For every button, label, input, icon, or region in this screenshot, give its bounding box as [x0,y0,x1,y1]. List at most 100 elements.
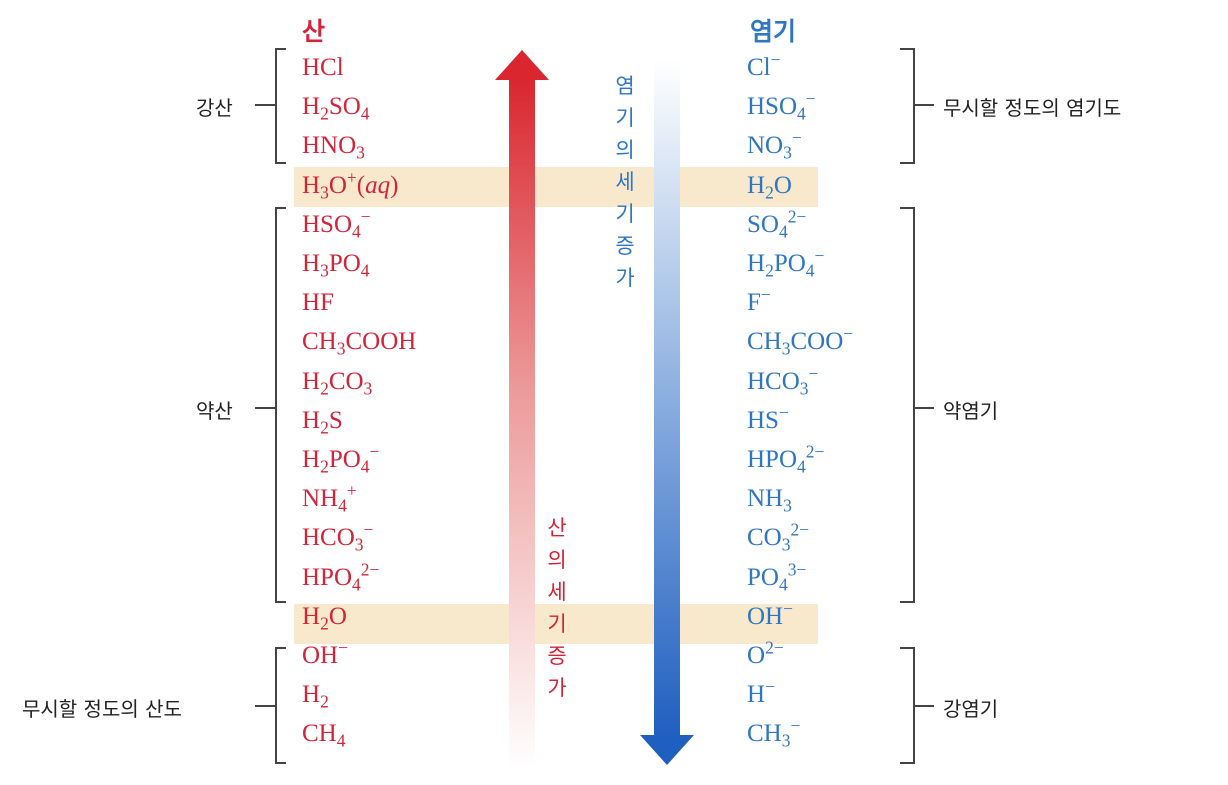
formula-part: + [346,480,357,501]
acid-formula-hno3: HNO3 [302,132,365,161]
base-formula-h2po4: H2PO4− [747,247,824,281]
formula-part: O [747,642,766,669]
formula-part: H [302,250,321,277]
base-formula-so4: SO42− [747,207,806,242]
acid-formula-nh4: NH4+ [302,482,357,516]
base-formula-ch3: CH3− [747,717,800,749]
formula-part: 3 [783,495,792,516]
base-column-header: 염기 [750,17,797,46]
formula-part: − [814,245,825,266]
formula-part: 2− [805,441,825,462]
weak-base-bracket [900,207,915,603]
base-strength-arrowhead [640,735,694,765]
formula-part: 2 [320,103,329,124]
acid-formula-hf: HF [302,289,334,317]
formula-part: PO [747,563,779,591]
vertical-label-char: 가 [547,676,567,700]
acid-formula-oh: OH− [302,639,348,670]
formula-part: PO [773,250,806,277]
vertical-label-char: 기 [615,202,635,226]
acid-formula-hcl: HCl [302,54,344,82]
formula-part: HNO [302,132,357,160]
formula-part: − [778,402,789,423]
formula-part: 4 [360,103,370,124]
hydronium-water-highlight-band [294,167,818,207]
formula-part: 4 [805,260,815,281]
formula-part: H [747,171,766,199]
base-formula-hs: HS− [747,403,789,435]
formula-part: HCO [302,524,355,552]
formula-part: − [790,715,801,736]
formula-part: 3 [320,181,329,202]
formula-part: 3 [781,338,791,359]
formula-part: − [338,637,348,658]
formula-part: 3 [336,338,346,359]
acid-formula-hco3: HCO3− [302,521,373,553]
formula-part: 4 [360,260,370,281]
formula-part: CO [328,367,364,395]
strong-base-label: 강염기 [943,697,999,721]
formula-part: H [302,367,321,395]
weak-base-label: 약염기 [943,399,999,423]
formula-part: 2− [787,206,807,227]
formula-part: 4 [797,103,806,124]
formula-part: PO [328,446,361,473]
formula-part: CH [302,328,337,356]
base-formula-hso4: HSO4− [747,90,816,124]
formula-part: − [363,519,374,540]
acid-formula-h3po4: H3PO4 [302,250,370,281]
formula-part: − [369,441,380,462]
formula-part: S [328,406,343,434]
strong-acid-label: 강산 [196,96,233,120]
formula-part: HF [302,289,334,317]
formula-part: Cl [747,54,771,81]
base-formula-hco3: HCO3− [747,364,818,396]
formula-part: F [747,289,761,317]
formula-part: HS [747,406,779,434]
base-formula-no3: NO3− [747,129,802,161]
formula-part: − [805,88,816,109]
formula-part: 2 [320,456,329,477]
formula-part: O [328,602,347,630]
acid-column-header: 산 [302,17,326,46]
acid-formula-ch3cooh: CH3COOH [302,328,417,359]
formula-part: HSO [747,93,798,121]
formula-part: 2− [765,637,784,658]
vertical-label-char: 기 [547,612,567,636]
formula-part: 3− [787,558,807,579]
formula-part: H [302,406,321,434]
base-formula-f: F− [747,286,771,317]
vertical-label-char: 염 [615,74,635,98]
formula-part: H [747,681,766,709]
negligible-base-bracket [900,48,915,164]
formula-part: − [843,323,854,344]
acid-strength-arrowhead [495,50,549,80]
vertical-label-char: 의 [547,548,567,572]
vertical-label-char: 기 [615,106,635,130]
base-formula-ch3coo: CH3COO− [747,325,853,359]
formula-part: − [770,49,781,70]
acid-formula-ch4: CH4 [302,720,345,749]
base-formula-po4: PO43− [747,560,806,592]
formula-part: 4 [778,221,788,242]
acid-formula-h2: H2 [302,681,329,712]
formula-part: O [773,171,792,199]
vertical-label-char: 증 [547,644,567,668]
formula-part: 4 [360,456,370,477]
acid-formula-h2o: H2O [302,602,347,632]
formula-part: H [302,93,321,121]
base-formula-co3: CO32− [747,521,809,553]
formula-part: COOH [345,328,417,356]
formula-part: NH [302,485,339,513]
base-formula-cl: Cl− [747,51,781,82]
base-formula-hpo4: HPO42− [747,443,824,475]
weak-acid-label: 약산 [196,399,233,423]
formula-part: aq [365,171,391,199]
formula-part: 4 [338,495,347,516]
vertical-label-char: 증 [615,234,635,258]
formula-part: 2 [320,691,329,712]
formula-part: − [765,676,775,697]
formula-part: 3 [363,377,373,398]
formula-part: − [760,284,771,305]
